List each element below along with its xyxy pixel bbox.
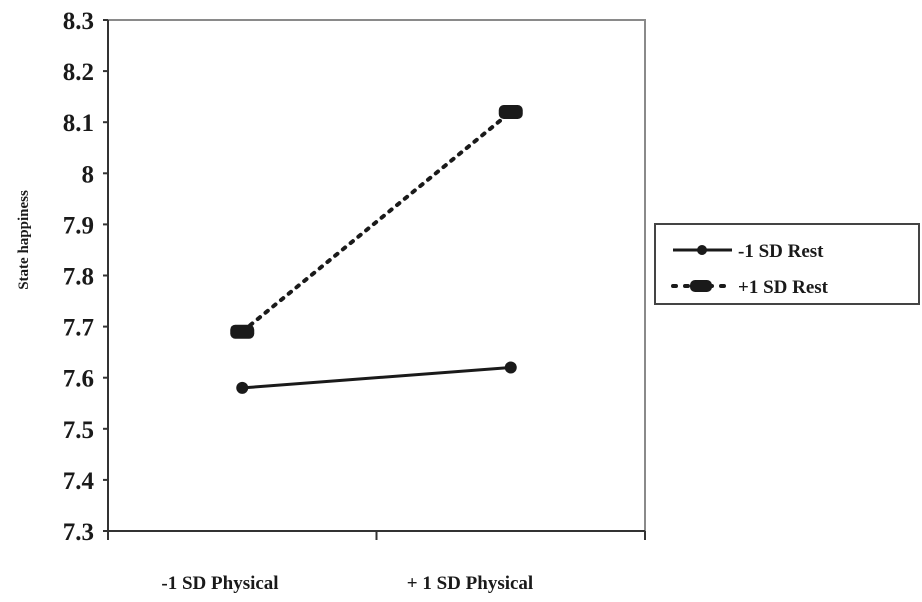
y-tick-label: 8.3: [63, 8, 94, 35]
y-ticks: 7.3 7.4 7.5 7.6 7.7 7.8 7.9 8 8.1 8.2 8.3: [63, 8, 108, 546]
y-tick-label: 7.5: [63, 417, 94, 444]
y-tick-label: 8.2: [63, 59, 94, 86]
y-axis-title: State happiness: [16, 190, 32, 290]
x-ticks: [107, 531, 646, 540]
legend-label: +1 SD Rest: [738, 277, 829, 298]
series-layer: [230, 104, 523, 394]
y-tick-label: 7.7: [63, 315, 94, 342]
data-point: [498, 104, 523, 119]
data-point: [504, 361, 517, 374]
legend-label: -1 SD Rest: [738, 241, 824, 262]
data-point: [236, 381, 249, 394]
legend-marker: [690, 280, 712, 292]
legend-marker: [697, 245, 707, 255]
series-line: [240, 109, 513, 334]
y-tick-label: 7.9: [63, 212, 94, 239]
category-labels: -1 SD Physical + 1 SD Physical: [161, 573, 533, 594]
plot-area: [107, 19, 646, 532]
y-tick-label: 7.6: [63, 366, 94, 393]
y-tick-label: 7.3: [63, 519, 94, 546]
data-point: [230, 324, 255, 339]
y-tick-label: 7.4: [63, 468, 95, 495]
y-tick-label: 7.8: [63, 264, 94, 291]
series-line: [242, 365, 511, 390]
y-tick-label: 8.1: [63, 110, 94, 137]
category-label: + 1 SD Physical: [407, 573, 533, 594]
legend: -1 SD Rest +1 SD Rest: [654, 223, 920, 305]
y-tick-label: 8: [82, 161, 95, 188]
category-label: -1 SD Physical: [161, 573, 278, 594]
